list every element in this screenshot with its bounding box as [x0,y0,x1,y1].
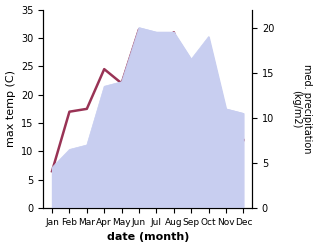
Y-axis label: med. precipitation
(kg/m2): med. precipitation (kg/m2) [291,64,313,154]
Y-axis label: max temp (C): max temp (C) [5,70,16,147]
X-axis label: date (month): date (month) [107,232,189,243]
